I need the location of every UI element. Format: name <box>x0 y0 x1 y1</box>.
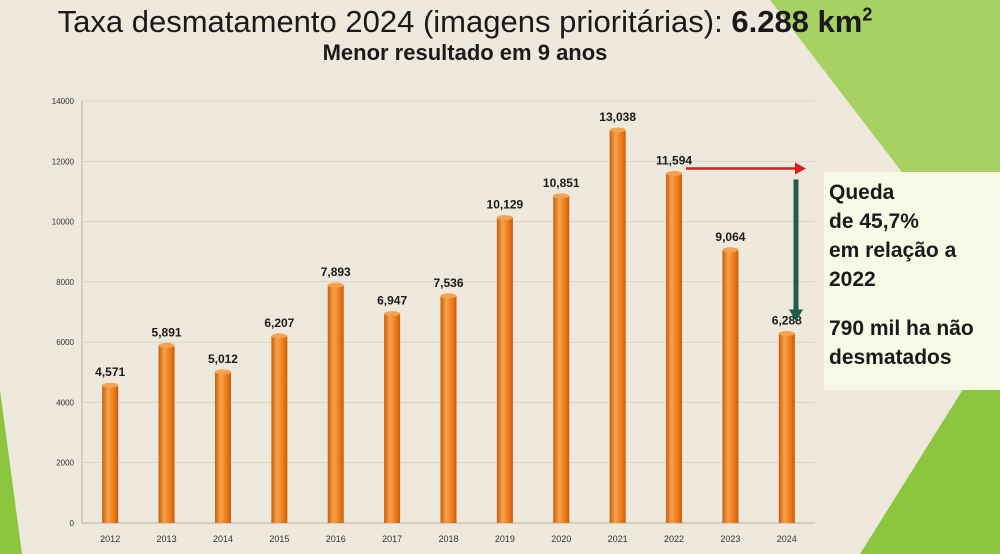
bar-cap <box>214 369 231 375</box>
x-tick-label: 2023 <box>720 534 740 544</box>
x-tick-label: 2013 <box>157 534 177 544</box>
x-tick-label: 2017 <box>382 534 402 544</box>
x-tick-label: 2014 <box>213 534 233 544</box>
x-tick-label: 2022 <box>664 534 684 544</box>
callout-line: 790 mil ha não <box>829 317 974 340</box>
x-tick-label: 2016 <box>326 534 346 544</box>
bar <box>553 195 570 523</box>
x-tick-label: 2012 <box>100 534 120 544</box>
bar <box>609 129 626 523</box>
y-tick-label: 4000 <box>56 398 74 407</box>
green-arrow-head <box>789 309 803 322</box>
bar <box>496 217 513 524</box>
bar <box>778 333 795 523</box>
data-label: 4,571 <box>95 365 125 379</box>
x-tick-label: 2019 <box>495 534 515 544</box>
bar <box>384 313 401 523</box>
bar-cap <box>609 127 626 133</box>
y-tick-label: 6000 <box>56 338 74 347</box>
chart-title: Taxa desmatamento 2024 (imagens prioritá… <box>57 4 873 39</box>
bar-cap <box>778 330 795 336</box>
data-label: 7,536 <box>433 276 463 290</box>
chart-subtitle: Menor resultado em 9 anos <box>322 40 608 65</box>
y-tick-label: 14000 <box>52 97 75 106</box>
data-label: 5,012 <box>208 352 238 366</box>
y-tick-label: 12000 <box>52 157 75 166</box>
green-bg-shape-left <box>0 390 22 554</box>
callout-line: desmatados <box>829 346 952 369</box>
y-tick-label: 10000 <box>52 218 75 227</box>
bar <box>158 345 175 523</box>
x-tick-label: 2015 <box>269 534 289 544</box>
bar-cap <box>327 282 344 288</box>
x-tick-label: 2024 <box>777 534 797 544</box>
bar-cap <box>666 171 683 177</box>
data-label: 10,129 <box>487 198 524 212</box>
data-label: 10,851 <box>543 176 580 190</box>
data-label: 6,947 <box>377 294 407 308</box>
y-tick-label: 8000 <box>56 278 74 287</box>
bar <box>666 173 683 523</box>
bar-cap <box>553 193 570 199</box>
callout-box: Queda de 45,7% em relação a 2022 790 mil… <box>824 172 1000 390</box>
x-tick-label: 2020 <box>551 534 571 544</box>
x-tick-label: 2021 <box>608 534 628 544</box>
callout-line: em relação a <box>829 239 957 262</box>
bar <box>214 371 231 523</box>
data-label: 11,594 <box>656 154 692 168</box>
bar-cap <box>496 215 513 221</box>
bar <box>102 385 119 523</box>
bar-cap <box>384 311 401 317</box>
bar-cap <box>722 247 739 253</box>
y-tick-label: 0 <box>70 519 75 528</box>
bar <box>271 335 288 523</box>
callout-line: Queda <box>829 181 895 204</box>
bar-cap <box>271 333 288 339</box>
bar <box>722 249 739 523</box>
x-tick-label: 2018 <box>438 534 458 544</box>
data-label: 6,207 <box>264 316 294 330</box>
red-arrow-head <box>795 162 806 175</box>
data-label: 9,064 <box>715 230 745 244</box>
data-label: 13,038 <box>599 110 636 124</box>
data-label: 7,893 <box>321 265 351 279</box>
bar-cap <box>158 342 175 348</box>
callout-line: de 45,7% <box>829 210 919 233</box>
callout-line: 2022 <box>829 268 876 291</box>
bar <box>327 285 344 523</box>
y-tick-label: 2000 <box>56 459 74 468</box>
bar <box>440 295 457 523</box>
bar-cap <box>102 382 119 388</box>
bar-cap <box>440 293 457 299</box>
data-label: 5,891 <box>152 325 182 339</box>
